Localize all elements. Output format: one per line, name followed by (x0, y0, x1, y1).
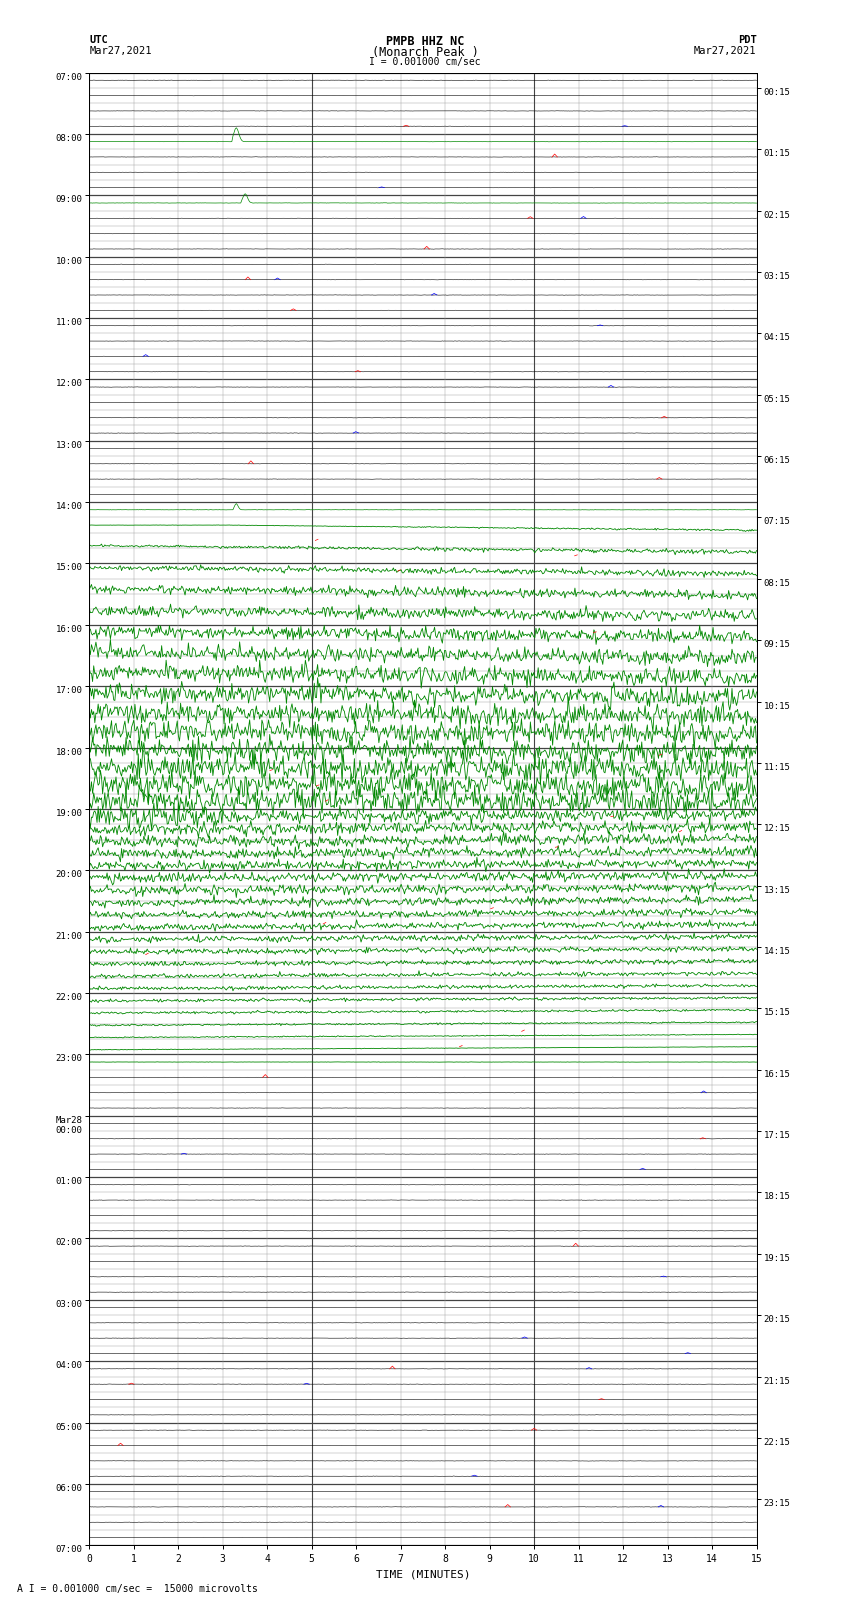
Text: Mar27,2021: Mar27,2021 (89, 45, 152, 56)
Text: I = 0.001000 cm/sec: I = 0.001000 cm/sec (369, 58, 481, 68)
Text: UTC: UTC (89, 35, 108, 45)
X-axis label: TIME (MINUTES): TIME (MINUTES) (376, 1569, 470, 1579)
Text: A I = 0.001000 cm/sec =  15000 microvolts: A I = 0.001000 cm/sec = 15000 microvolts (17, 1584, 258, 1594)
Text: PDT: PDT (738, 35, 756, 45)
Text: PMPB HHZ NC: PMPB HHZ NC (386, 35, 464, 48)
Text: Mar27,2021: Mar27,2021 (694, 45, 756, 56)
Text: (Monarch Peak ): (Monarch Peak ) (371, 45, 479, 60)
